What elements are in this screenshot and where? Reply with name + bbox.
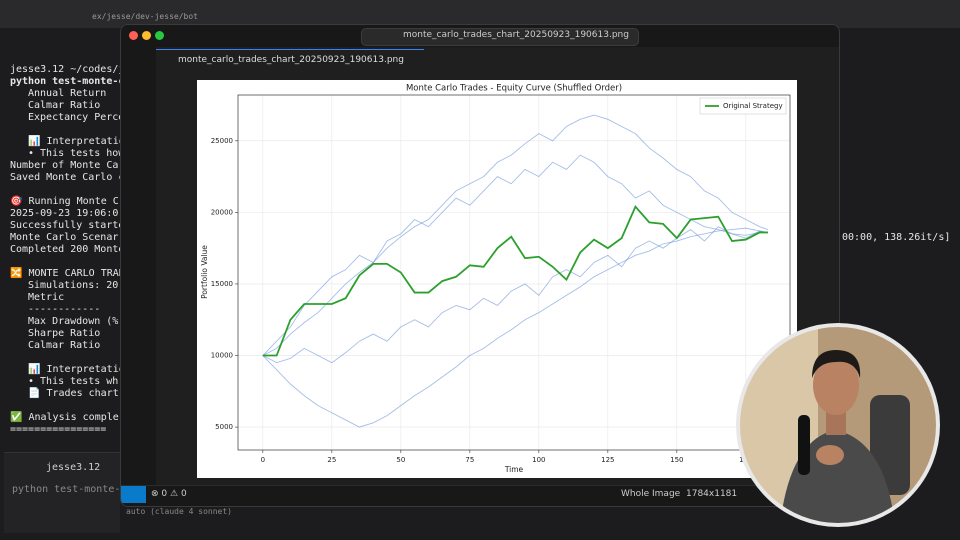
terminal-line: ================: [10, 424, 107, 435]
terminal-line: jesse3.12 ~/codes/je: [10, 64, 131, 75]
error-count: 0: [161, 489, 168, 499]
strategy-line: [262, 204, 768, 357]
zoom-button[interactable]: [155, 31, 164, 40]
image-background: [197, 80, 797, 478]
terminal-line: Completed 200 Monte: [10, 244, 125, 255]
x-tick-label: 25: [327, 456, 336, 464]
tab[interactable]: [156, 49, 424, 74]
terminal-line: Calmar Ratio: [28, 100, 101, 111]
close-button[interactable]: [129, 31, 138, 40]
progress: 00:00, 138.26it/s]: [842, 232, 951, 243]
activity-bar: [121, 47, 156, 487]
model: auto (claude 4 sonnet): [126, 507, 232, 516]
simulation-line: [262, 154, 768, 356]
minimize-button[interactable]: [142, 31, 151, 40]
simulation-line: [262, 227, 768, 428]
remote-button[interactable]: [121, 486, 146, 503]
chat-bar: [4, 452, 120, 533]
webcam-border: [736, 323, 940, 527]
x-tick-label: 150: [670, 456, 683, 464]
x-tick-label: 125: [601, 456, 614, 464]
status-errors: ⊗ 0 ⚠ 0: [151, 489, 187, 499]
terminal-line: 📄 Trades chart: [28, 388, 119, 399]
terminal-line: Annual Return: [28, 88, 107, 99]
terminal-line: 🎯 Running Monte C: [10, 196, 119, 207]
simulation-line: [262, 226, 768, 364]
terminal-line: python test-monte-c: [10, 76, 125, 87]
terminal-line: Max Drawdown (%: [28, 316, 119, 327]
x-axis-label: Time: [504, 465, 524, 474]
terminal-line: 📊 Interpretatio: [28, 136, 125, 147]
y-tick-label: 10000: [211, 352, 233, 360]
status-size: 1784x1181: [686, 489, 738, 499]
terminal-line: Metric: [28, 292, 65, 303]
y-tick-label: 20000: [211, 208, 233, 216]
search-text: monte_carlo_trades_chart_20250923_190613…: [403, 30, 629, 40]
terminal-line: Number of Monte Ca: [10, 160, 119, 171]
terminal-line: Expectancy Perce: [28, 112, 125, 123]
x-tick-label: 0: [261, 456, 265, 464]
terminal-line: Calmar Ratio: [28, 340, 101, 351]
terminal-line: 2025-09-23 19:06:0: [10, 208, 119, 219]
simulation-line: [262, 114, 769, 356]
status-view: Whole Image: [621, 489, 681, 499]
x-tick-label: 75: [465, 456, 474, 464]
y-tick-label: 15000: [211, 280, 233, 288]
terminal-line: Successfully starte: [10, 220, 125, 231]
terminal-line: Sharpe Ratio: [28, 328, 101, 339]
terminal-line: Simulations: 20: [28, 280, 119, 291]
terminal-line: 🔀 MONTE CARLO TRADE: [10, 268, 131, 279]
legend-label: Original Strategy: [723, 102, 783, 110]
terminal-line: ✅ Analysis comple: [10, 412, 119, 423]
y-axis-label: Portfolio Value: [200, 245, 209, 299]
browser-path: ex/jesse/dev-jesse/bot: [92, 12, 198, 21]
x-tick-label: 50: [396, 456, 405, 464]
input: python test-monte-: [12, 484, 121, 495]
status-bar: [121, 485, 839, 506]
prompt: jesse3.12: [46, 462, 101, 473]
terminal-line: • This tests how: [28, 148, 125, 159]
terminal-line: Monte Carlo Scenar: [10, 232, 119, 243]
terminal-line: 📊 Interpretatio: [28, 364, 125, 375]
terminal-line: ------------: [28, 304, 101, 315]
chart-title: Monte Carlo Trades - Equity Curve (Shuff…: [406, 84, 622, 94]
x-tick-label: 100: [532, 456, 545, 464]
top-bar: [0, 0, 960, 28]
y-tick-label: 25000: [211, 137, 233, 145]
y-tick-label: 5000: [215, 423, 233, 431]
tab-title: monte_carlo_trades_chart_20250923_190613…: [178, 55, 404, 65]
plot-frame: [237, 94, 791, 451]
warning-count: 0: [180, 489, 187, 499]
legend-box: [699, 97, 787, 115]
terminal-line: • This tests wh: [28, 376, 119, 387]
search-box[interactable]: [361, 28, 639, 46]
